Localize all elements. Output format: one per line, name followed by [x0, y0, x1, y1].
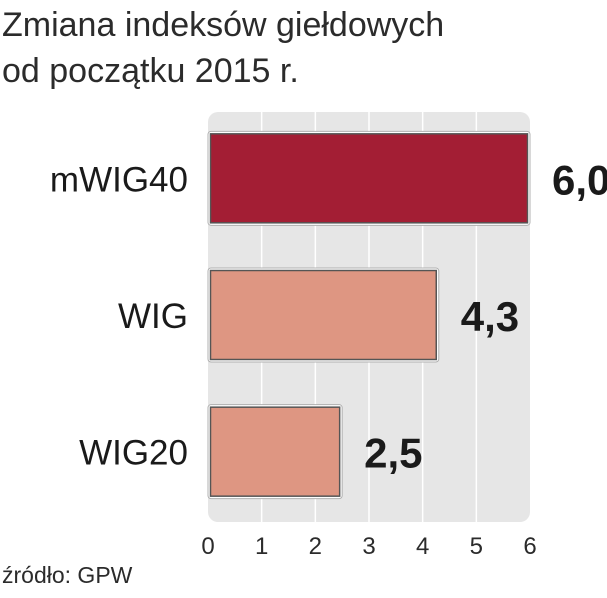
x-tick-label-1: 1 [255, 533, 268, 560]
x-axis-ticks: 0 1 2 3 4 5 6 [201, 533, 536, 560]
chart-title: Zmiana indeksów giełdowych od początku 2… [2, 2, 444, 94]
category-label-mWIG40: mWIG40 [50, 160, 188, 199]
category-label-WIG: WIG [118, 297, 188, 336]
x-tick-label-2: 2 [309, 533, 322, 560]
x-tick-label-6: 6 [523, 533, 536, 560]
value-labels: 6,0 4,3 2,5 [364, 156, 607, 476]
value-label-WIG20: 2,5 [364, 430, 422, 477]
x-tick-label-5: 5 [470, 533, 483, 560]
chart-title-line-2: od początku 2015 r. [2, 52, 299, 90]
value-label-WIG: 4,3 [461, 293, 519, 340]
chart-title-line-1: Zmiana indeksów giełdowych [2, 6, 445, 44]
value-label-mWIG40: 6,0 [552, 156, 607, 203]
x-tick-label-0: 0 [201, 533, 214, 560]
bars [207, 130, 531, 500]
source-note: źródło: GPW [2, 562, 133, 588]
category-labels: mWIG40 WIG WIG20 [50, 160, 188, 472]
category-label-WIG20: WIG20 [79, 434, 188, 473]
x-tick-label-3: 3 [362, 533, 375, 560]
bar-WIG [209, 269, 438, 361]
bar-mWIG40 [209, 133, 529, 224]
x-tick-label-4: 4 [416, 533, 429, 560]
bar-WIG20 [209, 406, 341, 497]
